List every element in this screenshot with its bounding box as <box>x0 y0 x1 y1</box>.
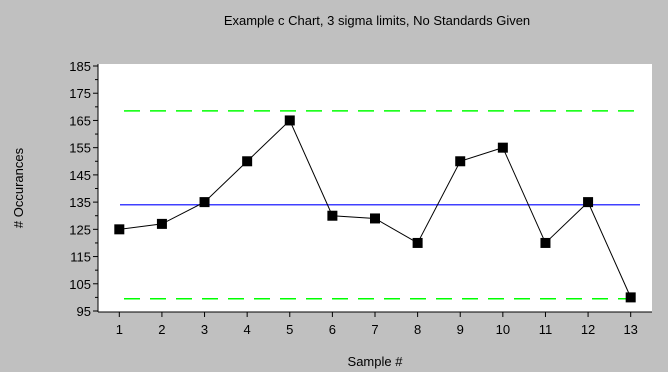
x-tick-label: 9 <box>457 322 464 337</box>
x-tick-label: 13 <box>623 322 637 337</box>
chart-title: Example c Chart, 3 sigma limits, No Stan… <box>224 13 530 28</box>
data-point-marker <box>625 292 636 303</box>
x-tick-label: 6 <box>329 322 336 337</box>
y-tick-label: 95 <box>77 304 91 319</box>
x-tick-label: 12 <box>581 322 595 337</box>
data-point-marker <box>497 142 508 153</box>
x-tick-label: 7 <box>371 322 378 337</box>
data-point-marker <box>284 115 295 126</box>
y-tick-label: 175 <box>69 86 91 101</box>
x-tick-label: 3 <box>201 322 208 337</box>
data-point-marker <box>583 197 594 208</box>
y-tick-label: 135 <box>69 195 91 210</box>
y-tick-label: 125 <box>69 222 91 237</box>
data-point-marker <box>455 156 466 167</box>
plot-area <box>98 64 652 312</box>
data-point-marker <box>114 224 125 235</box>
data-point-marker <box>199 197 210 208</box>
x-tick-label: 4 <box>244 322 251 337</box>
data-point-marker <box>540 237 551 248</box>
y-tick-label: 165 <box>69 113 91 128</box>
data-point-marker <box>412 237 423 248</box>
y-tick-label: 105 <box>69 277 91 292</box>
y-tick-label: 185 <box>69 59 91 74</box>
y-tick-label: 115 <box>70 250 91 265</box>
x-tick-label: 10 <box>496 322 510 337</box>
x-axis-label: Sample # <box>348 354 404 369</box>
data-point-marker <box>327 210 338 221</box>
data-series <box>114 115 636 303</box>
data-point-marker <box>242 156 253 167</box>
data-point-marker <box>370 213 380 224</box>
x-tick-label: 1 <box>116 322 123 337</box>
x-tick-label: 8 <box>414 322 421 337</box>
data-point-marker <box>156 218 167 229</box>
y-axis-label: # Occurances <box>11 147 26 228</box>
y-tick-label: 155 <box>69 141 91 156</box>
x-tick-label: 11 <box>539 322 553 337</box>
x-tick-label: 2 <box>158 322 165 337</box>
x-tick-label: 5 <box>286 322 293 337</box>
y-tick-label: 145 <box>69 168 91 183</box>
